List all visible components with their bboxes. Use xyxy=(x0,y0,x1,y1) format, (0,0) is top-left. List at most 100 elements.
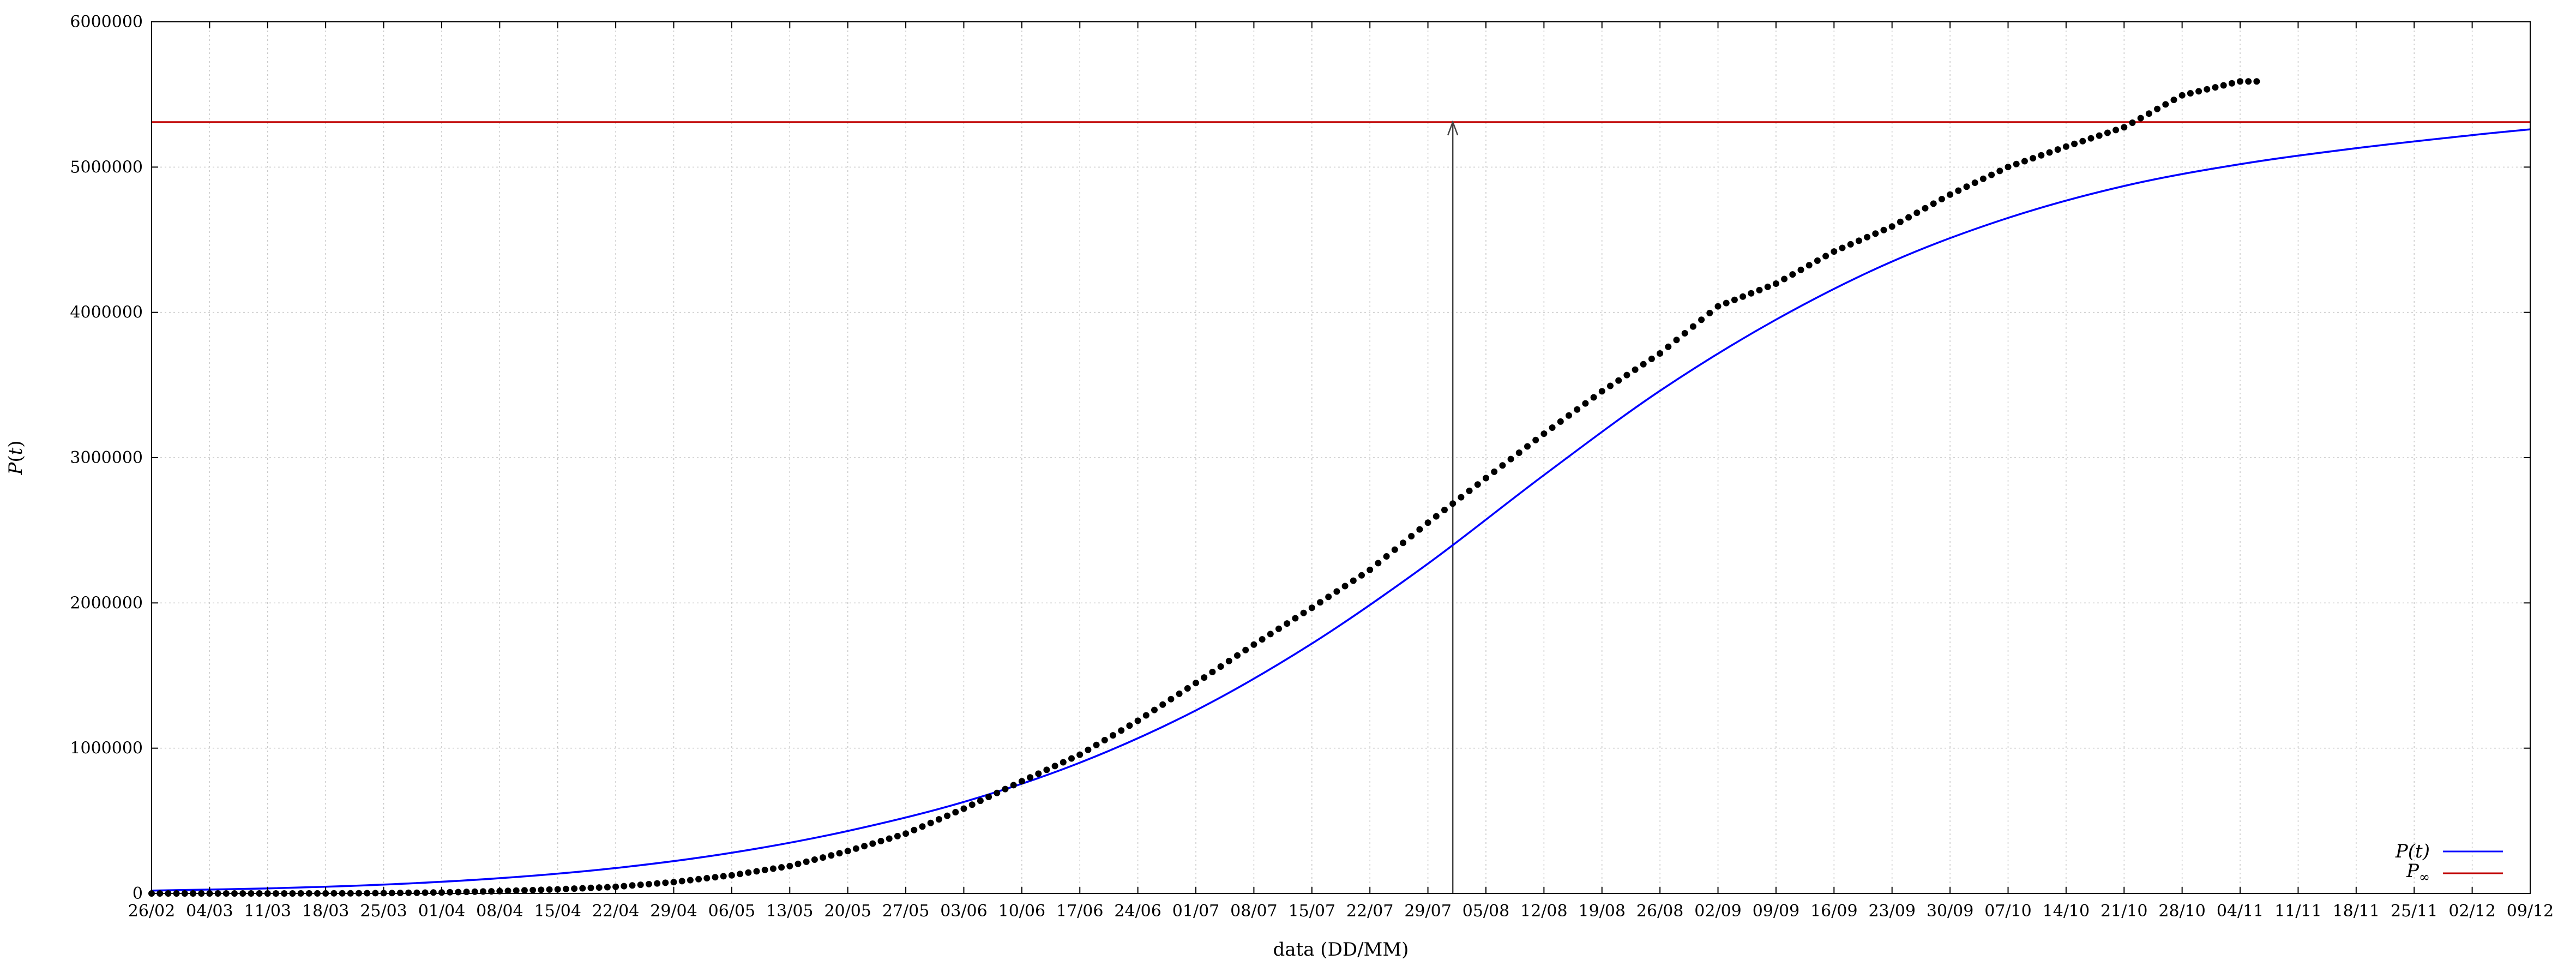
x-tick-label: 30/09 xyxy=(1927,902,1973,921)
data-point xyxy=(1333,588,1340,595)
data-point xyxy=(1126,722,1133,729)
x-tick-label: 02/12 xyxy=(2448,902,2495,921)
data-point xyxy=(869,840,876,847)
data-point xyxy=(1822,253,1829,260)
data-point xyxy=(1623,371,1630,379)
data-point xyxy=(795,860,802,867)
x-tick-label: 08/04 xyxy=(476,902,523,921)
data-point xyxy=(985,794,992,800)
data-point xyxy=(2121,124,2128,131)
x-tick-label: 20/05 xyxy=(824,902,871,921)
data-point xyxy=(1400,539,1406,547)
data-point xyxy=(2162,101,2169,108)
data-point xyxy=(2030,155,2037,162)
data-point xyxy=(678,878,685,885)
x-tick-label: 17/06 xyxy=(1056,902,1103,921)
x-tick-label: 23/09 xyxy=(1868,902,1915,921)
data-point xyxy=(1640,361,1647,368)
data-point xyxy=(1408,533,1415,539)
data-point xyxy=(1499,462,1506,469)
data-point xyxy=(1317,599,1323,606)
data-point xyxy=(2137,115,2144,122)
y-axis: 0 1000000 2000000 3000000 4000000 5000000 6000… xyxy=(70,13,2530,903)
data-point xyxy=(778,864,785,871)
data-point xyxy=(2129,119,2136,126)
data-point xyxy=(413,889,420,896)
data-point xyxy=(1772,280,1779,287)
data-point xyxy=(1507,455,1514,463)
data-point xyxy=(1466,487,1473,494)
data-point xyxy=(1375,560,1382,567)
data-point xyxy=(1043,766,1050,773)
data-point xyxy=(1201,674,1208,681)
annotation-layer xyxy=(1447,120,1459,893)
data-point xyxy=(629,882,636,889)
data-point xyxy=(1010,782,1017,789)
data-point xyxy=(1714,303,1722,310)
x-axis: 26/02 04/03 11/03 18/03 25/03 01/04 08/04 15/04… xyxy=(128,22,2554,921)
data-point xyxy=(2038,152,2045,159)
legend-p-infinity-sub: ∞ xyxy=(2419,869,2430,885)
data-point xyxy=(1242,646,1249,653)
data-point xyxy=(2087,135,2094,142)
data-point xyxy=(2062,143,2069,150)
data-point xyxy=(579,885,586,892)
data-point xyxy=(2170,97,2177,104)
data-point xyxy=(1665,343,1672,350)
legend-label-p-infinity: P∞ xyxy=(2406,860,2430,885)
data-point xyxy=(670,879,677,886)
data-point xyxy=(1093,741,1100,748)
data-point xyxy=(637,881,644,889)
legend-p-t-suffix: (t) xyxy=(2408,841,2430,862)
x-tick-label: 07/10 xyxy=(1984,902,2031,921)
data-point xyxy=(1988,171,1995,178)
y-tick-label: 3000000 xyxy=(70,448,143,467)
data-point xyxy=(753,868,760,875)
data-point xyxy=(1913,209,1921,217)
data-point xyxy=(1590,394,1597,401)
data-point xyxy=(2071,140,2078,147)
x-tick-label: 08/07 xyxy=(1230,902,1277,921)
data-point xyxy=(1938,196,1945,202)
data-point xyxy=(2228,80,2235,87)
data-point xyxy=(1134,717,1141,724)
x-tick-label: 05/08 xyxy=(1462,902,1509,921)
data-point xyxy=(587,884,594,891)
data-point xyxy=(720,873,727,880)
x-tick-label: 13/05 xyxy=(766,902,813,921)
data-point xyxy=(430,889,437,896)
data-point xyxy=(405,889,412,896)
x-tick-label: 29/07 xyxy=(1404,902,1451,921)
data-point xyxy=(761,866,768,873)
data-point xyxy=(1897,218,1904,225)
y-axis-title: P(t) xyxy=(5,440,27,475)
data-point xyxy=(1831,248,1838,255)
data-point xyxy=(1515,449,1522,456)
x-tick-label: 14/10 xyxy=(2043,902,2090,921)
data-point xyxy=(786,862,793,869)
data-point xyxy=(1540,430,1548,437)
data-point xyxy=(1217,663,1224,670)
x-tick-label: 27/05 xyxy=(882,902,929,921)
data-point xyxy=(935,816,942,823)
data-point xyxy=(1308,604,1315,611)
data-point xyxy=(1549,424,1556,431)
x-tick-label: 02/09 xyxy=(1694,902,1741,921)
data-point xyxy=(1076,751,1084,758)
legend-p-t-main: P xyxy=(2395,841,2409,862)
data-point xyxy=(886,835,893,842)
data-point xyxy=(1035,770,1042,777)
data-point xyxy=(2195,88,2202,95)
y-tick-label: 2000000 xyxy=(70,593,143,613)
data-point xyxy=(1300,609,1307,616)
x-tick-label: 12/08 xyxy=(1520,902,1567,921)
data-point xyxy=(745,869,752,876)
data-point xyxy=(2079,137,2086,145)
data-point xyxy=(1905,214,1912,221)
data-point xyxy=(513,887,520,894)
data-point xyxy=(1234,652,1241,659)
data-point xyxy=(2253,78,2260,85)
data-point xyxy=(2096,132,2103,139)
y-tick-label: 5000000 xyxy=(70,158,143,177)
